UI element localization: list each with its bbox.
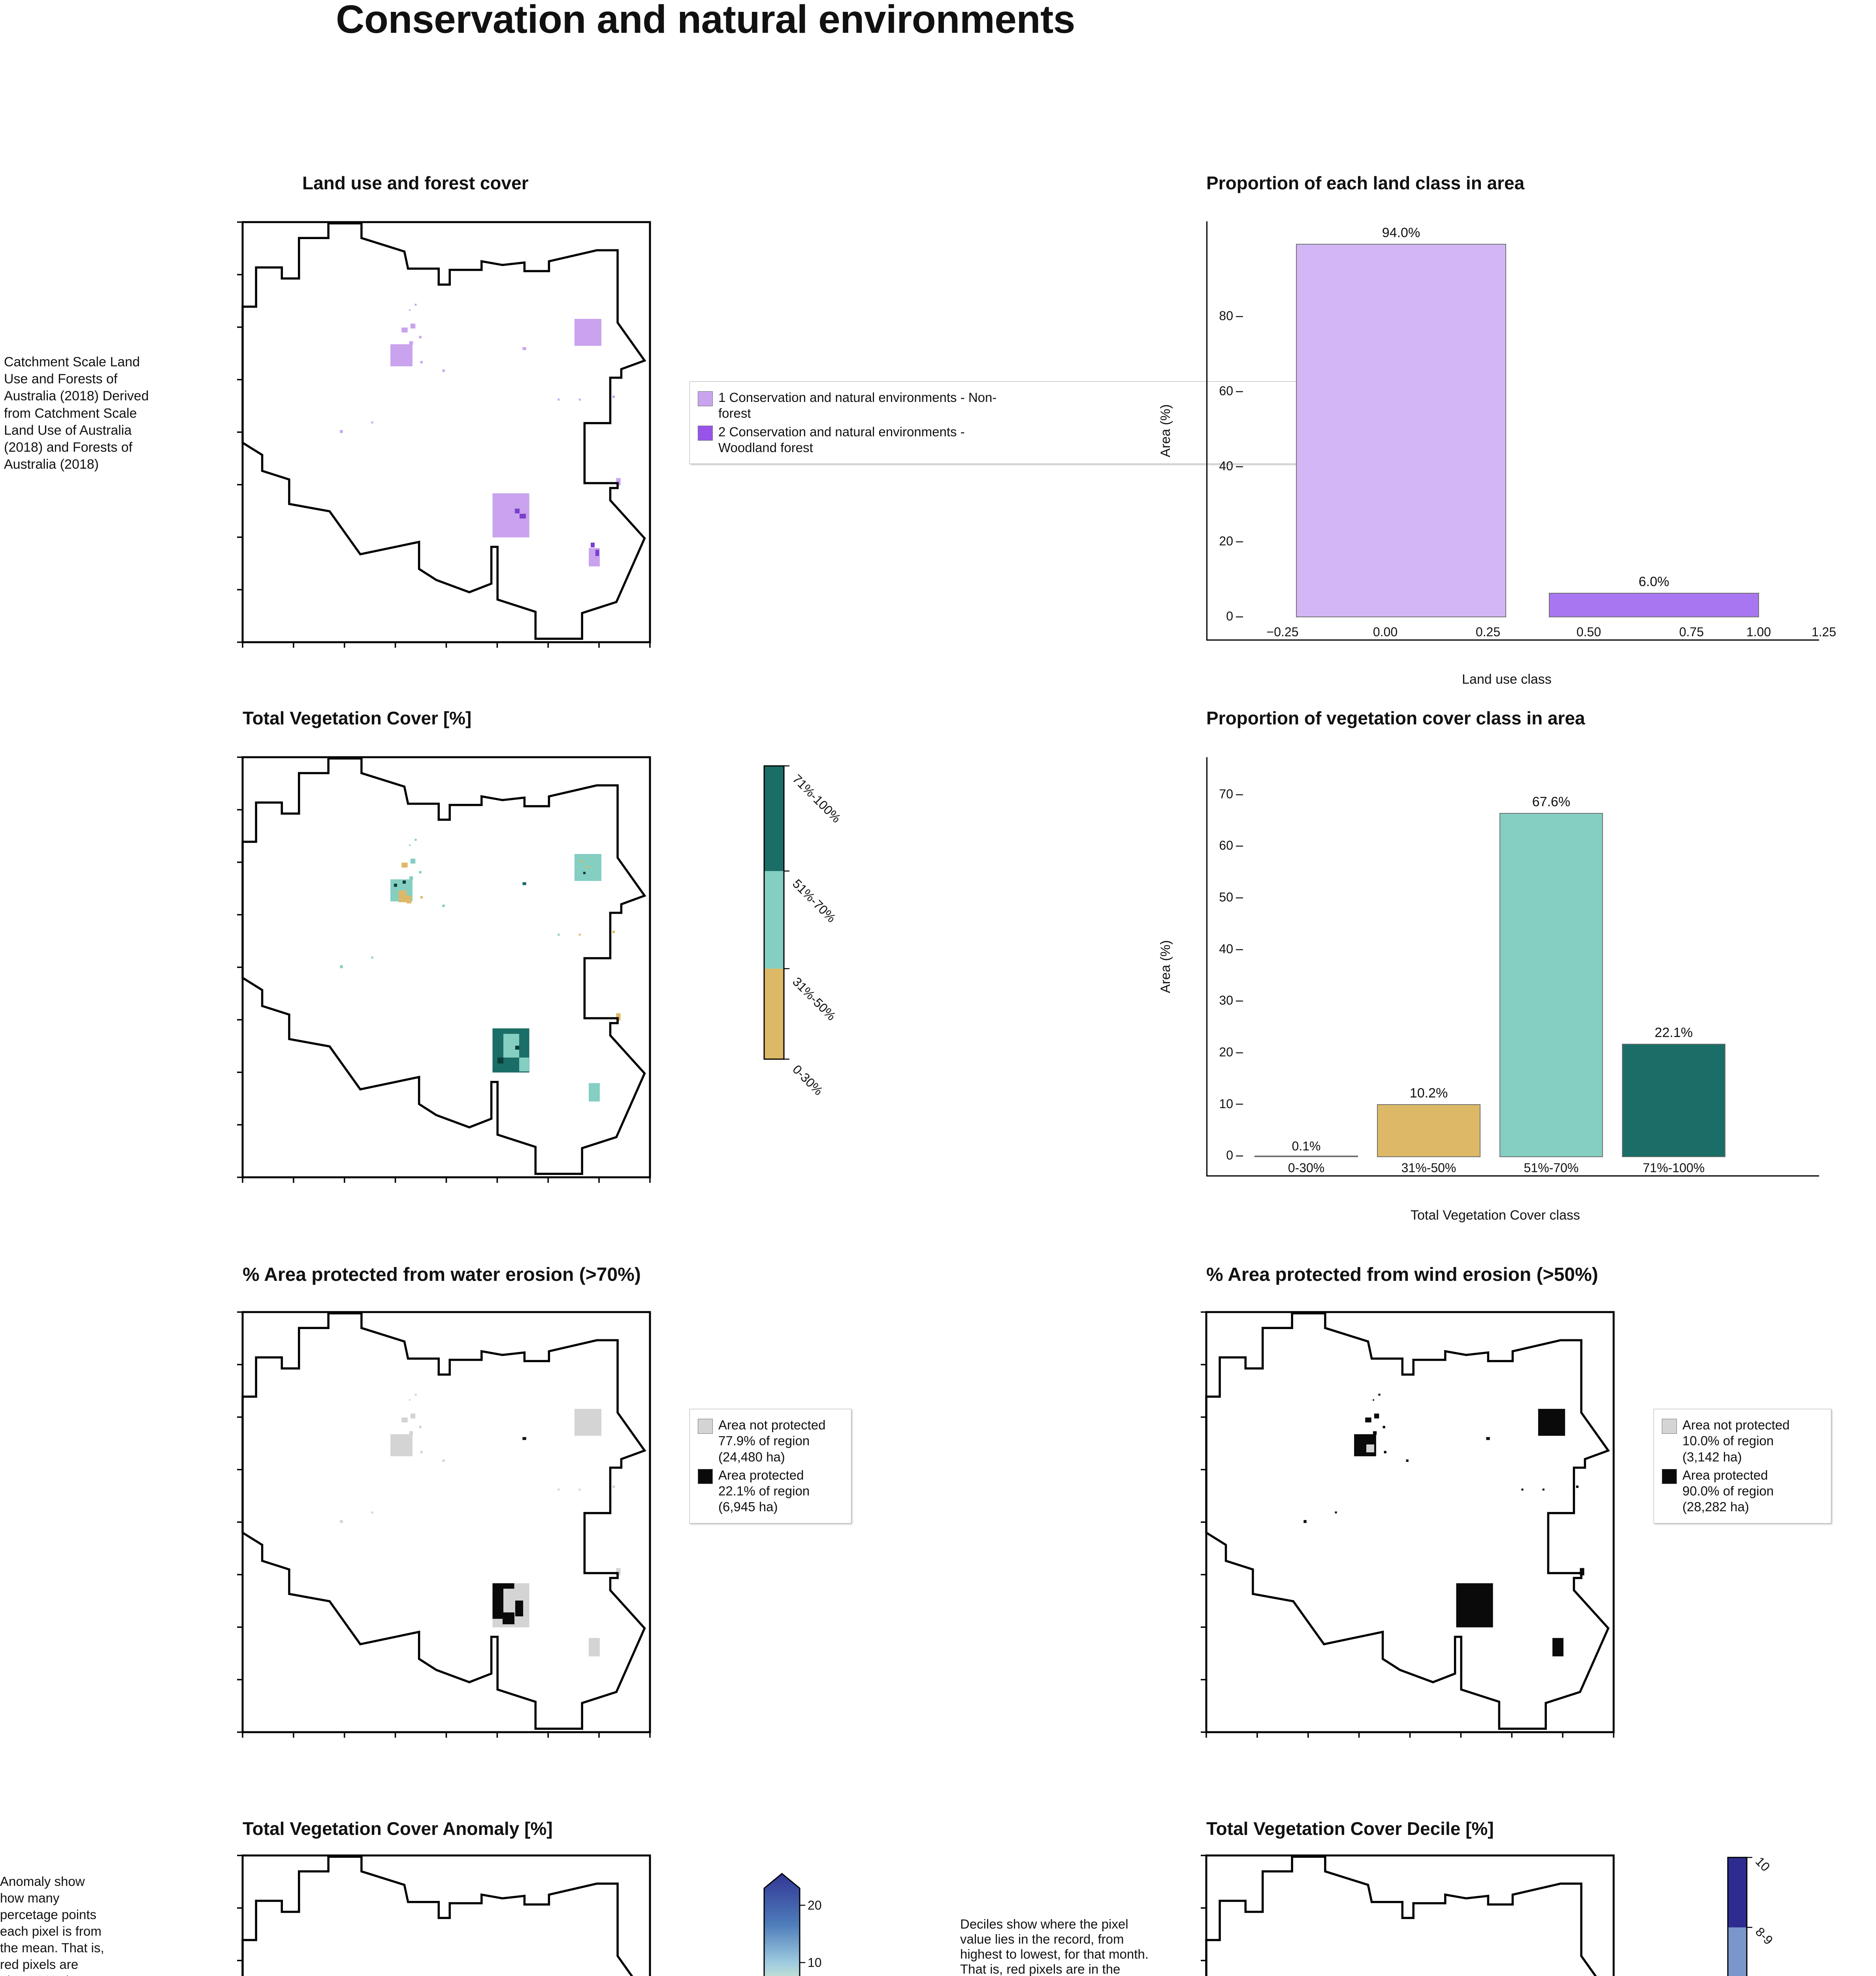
svg-text:6.0%: 6.0% (1639, 574, 1669, 589)
svg-text:−0.25: −0.25 (1267, 625, 1299, 639)
svg-text:22.1%: 22.1% (1655, 1025, 1693, 1040)
svg-text:80: 80 (1219, 309, 1233, 323)
svg-text:70: 70 (1219, 787, 1233, 801)
svg-text:0-30%: 0-30% (1288, 1161, 1325, 1175)
svg-text:30: 30 (1219, 993, 1233, 1007)
svg-text:67.6%: 67.6% (1532, 794, 1570, 809)
svg-text:31%-50%: 31%-50% (1401, 1161, 1456, 1175)
svg-text:60: 60 (1219, 838, 1233, 852)
svg-text:71%-100%: 71%-100% (790, 771, 844, 825)
svg-text:0.50: 0.50 (1577, 625, 1601, 639)
svg-text:50: 50 (1219, 890, 1233, 904)
svg-text:0.00: 0.00 (1373, 625, 1398, 639)
svg-text:Area (%): Area (%) (1158, 940, 1173, 993)
svg-text:10.2%: 10.2% (1410, 1086, 1448, 1101)
svg-text:0.25: 0.25 (1476, 625, 1500, 639)
svg-text:51%-70%: 51%-70% (790, 876, 839, 925)
svg-text:1.25: 1.25 (1812, 625, 1836, 639)
svg-text:20: 20 (1219, 534, 1233, 548)
svg-text:0-30%: 0-30% (790, 1062, 826, 1098)
svg-text:20: 20 (808, 1898, 822, 1912)
svg-text:40: 40 (1219, 942, 1233, 956)
svg-text:10: 10 (1219, 1097, 1233, 1111)
svg-text:0: 0 (1226, 609, 1233, 623)
svg-text:71%-100%: 71%-100% (1643, 1161, 1705, 1175)
svg-text:8-9: 8-9 (1753, 1924, 1776, 1947)
svg-text:0.75: 0.75 (1679, 625, 1704, 639)
svg-text:0: 0 (1226, 1148, 1233, 1162)
svg-text:94.0%: 94.0% (1382, 225, 1420, 240)
svg-text:60: 60 (1219, 384, 1233, 398)
svg-text:Area (%): Area (%) (1158, 404, 1173, 457)
svg-text:51%-70%: 51%-70% (1524, 1161, 1579, 1175)
svg-text:1.00: 1.00 (1746, 625, 1771, 639)
svg-text:40: 40 (1219, 459, 1233, 473)
svg-text:31%-50%: 31%-50% (790, 974, 839, 1023)
svg-text:10: 10 (1753, 1854, 1773, 1874)
svg-text:20: 20 (1219, 1045, 1233, 1059)
svg-text:0.1%: 0.1% (1292, 1139, 1321, 1153)
svg-text:10: 10 (808, 1955, 822, 1970)
